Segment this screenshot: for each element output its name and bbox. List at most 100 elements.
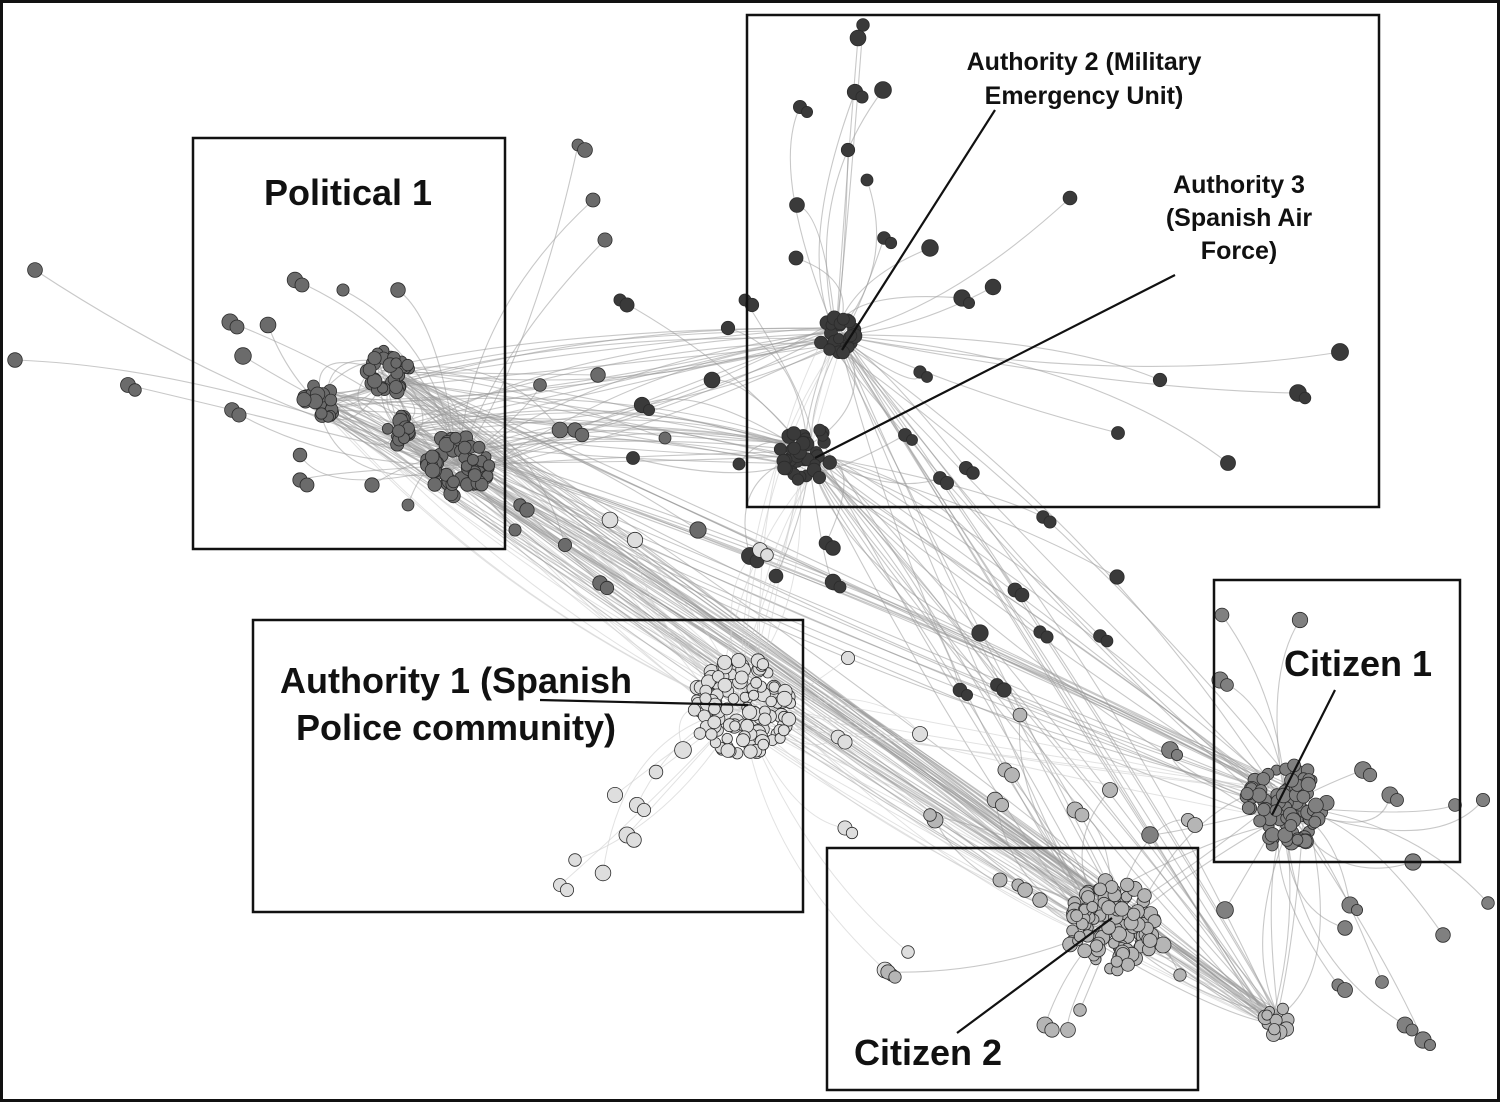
- network-node: [229, 319, 245, 335]
- network-node: [658, 431, 672, 445]
- network-node: [1127, 907, 1141, 921]
- network-node: [992, 872, 1008, 888]
- network-edge: [741, 337, 842, 709]
- network-edge: [14, 359, 459, 466]
- network-edge: [389, 368, 1292, 790]
- network-node: [1044, 1022, 1060, 1038]
- network-edge: [740, 340, 841, 709]
- network-node: [594, 864, 612, 882]
- network-node: [971, 624, 989, 642]
- network-node: [736, 733, 750, 748]
- network-edge: [841, 331, 1293, 817]
- authority-box: [745, 13, 1381, 509]
- network-node: [758, 712, 772, 726]
- network-node: [729, 720, 741, 732]
- network-edge: [820, 449, 1295, 804]
- network-node: [1253, 814, 1267, 828]
- network-node: [601, 511, 619, 529]
- network-node: [856, 18, 870, 32]
- network-edge: [397, 333, 844, 438]
- network-node: [884, 236, 898, 250]
- network-node: [699, 692, 712, 705]
- network-node: [1448, 798, 1462, 812]
- network-node: [619, 297, 635, 313]
- network-edge: [799, 448, 1271, 1016]
- network-node: [482, 459, 496, 472]
- network-node: [296, 392, 312, 408]
- authority2-label-line1: Authority 2 (Military: [967, 48, 1202, 76]
- network-node: [560, 883, 575, 898]
- network-edge: [818, 91, 856, 336]
- network-edge: [825, 89, 884, 336]
- network-node: [1070, 909, 1083, 922]
- network-edge: [805, 452, 1274, 1027]
- network-node: [1093, 882, 1107, 897]
- network-node: [1073, 1003, 1087, 1017]
- network-edge: [405, 412, 821, 457]
- network-nodes: [7, 18, 1495, 1052]
- network-node: [707, 715, 722, 729]
- network-edge: [315, 405, 745, 689]
- network-node: [1435, 927, 1451, 943]
- network-node: [786, 426, 802, 441]
- network-node: [781, 711, 797, 727]
- network-node: [703, 371, 721, 389]
- network-node: [475, 478, 489, 492]
- network-node: [427, 477, 442, 492]
- network-node: [860, 173, 874, 187]
- network-node: [1476, 793, 1491, 808]
- network-node: [1220, 678, 1234, 692]
- authority1-pointer: [539, 698, 749, 707]
- network-node: [607, 787, 624, 804]
- network-node: [789, 197, 805, 213]
- network-node: [814, 335, 828, 350]
- authority3-label-line1: Authority 3: [1173, 171, 1305, 199]
- network-edge: [722, 714, 1277, 1029]
- network-edge: [392, 409, 795, 451]
- network-node: [315, 407, 328, 420]
- network-node: [693, 727, 707, 740]
- network-edge: [387, 371, 699, 531]
- network-edge: [745, 699, 1307, 825]
- network-node: [364, 477, 380, 493]
- network-node: [788, 250, 804, 266]
- network-node: [674, 741, 692, 759]
- network-node: [996, 682, 1012, 698]
- network-node: [801, 106, 814, 119]
- network-node: [438, 436, 455, 453]
- political1-box: [191, 136, 507, 551]
- network-node: [390, 357, 402, 369]
- network-node: [1077, 943, 1092, 959]
- citizen1-label: Citizen 1: [1284, 643, 1432, 684]
- network-node: [401, 498, 415, 512]
- network-node: [234, 347, 252, 365]
- network-node: [1351, 904, 1364, 917]
- network-node: [845, 826, 859, 840]
- authority3-label-line3: Force): [1201, 237, 1277, 265]
- network-edge: [404, 332, 843, 437]
- network-edge: [827, 330, 1133, 933]
- network-edge: [758, 325, 831, 690]
- network-node: [963, 296, 976, 309]
- network-node: [128, 383, 142, 397]
- network-node: [401, 358, 414, 372]
- network-edge: [795, 440, 1275, 824]
- network-node: [533, 378, 547, 392]
- network-node: [1405, 1023, 1419, 1037]
- network-node: [1043, 515, 1057, 529]
- network-edge: [745, 689, 1281, 797]
- network-node: [777, 460, 792, 476]
- network-node: [1308, 815, 1322, 829]
- network-node: [689, 521, 707, 539]
- network-node: [643, 403, 656, 416]
- network-node: [742, 704, 758, 720]
- network-node: [849, 29, 867, 47]
- network-node: [760, 548, 774, 562]
- network-node: [874, 81, 892, 99]
- network-node: [833, 333, 845, 345]
- network-node: [720, 320, 736, 336]
- network-edge: [404, 423, 1278, 795]
- network-edge: [319, 407, 739, 712]
- network-edge: [841, 343, 1292, 806]
- network-node: [1142, 933, 1158, 948]
